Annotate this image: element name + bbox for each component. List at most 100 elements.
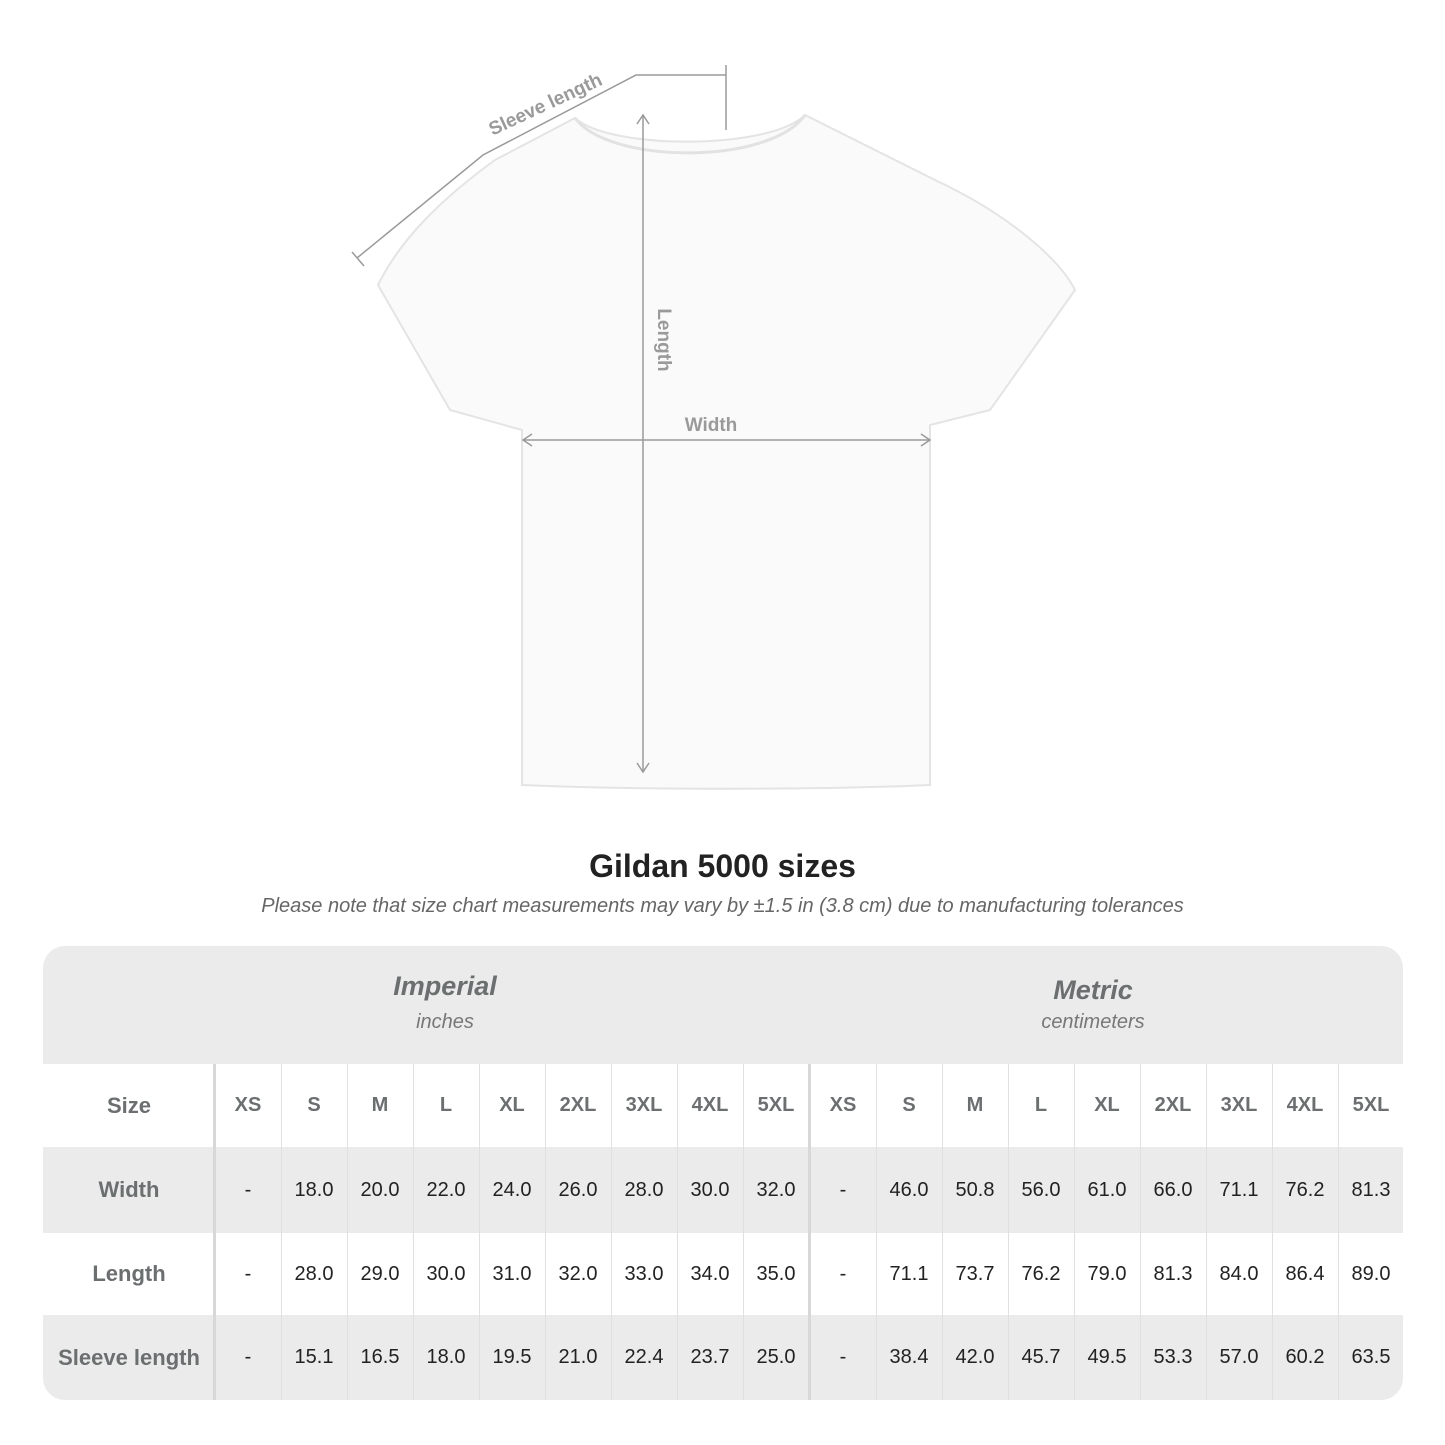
metric-value: 57.0: [1219, 1346, 1259, 1368]
size-header: Size: [106, 1092, 152, 1118]
sleeve-length-line: [356, 74, 726, 259]
column-divider: [281, 1064, 282, 1400]
imperial-value: 18.0: [426, 1346, 466, 1368]
imperial-title: Imperial: [393, 971, 497, 1001]
imperial-value: 32.0: [756, 1178, 796, 1201]
size-header-imperial: 5XL: [757, 1094, 795, 1116]
row-label: Length: [92, 1261, 166, 1286]
size-header-metric: XL: [1094, 1094, 1120, 1116]
size-header-imperial: 4XL: [691, 1094, 729, 1116]
metric-value: -: [839, 1178, 847, 1201]
tshirt-image: [376, 113, 1077, 790]
size-header-metric: 5XL: [1352, 1094, 1390, 1116]
size-header-metric: S: [902, 1094, 916, 1116]
metric-value: 73.7: [955, 1262, 995, 1285]
row-label: Sleeve length: [58, 1344, 200, 1370]
size-header-metric: 3XL: [1220, 1094, 1258, 1116]
imperial-value: 31.0: [492, 1262, 532, 1285]
metric-title: Metric: [1053, 975, 1133, 1005]
column-divider: [743, 1064, 744, 1400]
imperial-value: 21.0: [558, 1346, 598, 1368]
column-divider: [942, 1064, 943, 1400]
column-divider: [1074, 1064, 1075, 1400]
imperial-value: 18.0: [294, 1178, 334, 1201]
label-divider: [213, 1064, 216, 1400]
metric-value: 86.4: [1285, 1262, 1325, 1285]
imperial-value: 25.0: [756, 1346, 796, 1368]
imperial-value: 26.0: [558, 1178, 598, 1201]
size-header-imperial: M: [371, 1094, 389, 1116]
imperial-value: 15.1: [294, 1346, 334, 1368]
metric-value: 66.0: [1153, 1178, 1193, 1201]
imperial-value: 34.0: [690, 1262, 730, 1285]
metric-value: 81.3: [1153, 1262, 1193, 1285]
width-arrowhead-right: [920, 433, 932, 447]
size-header-metric: XS: [829, 1094, 857, 1116]
tolerance-note: Please note that size chart measurements…: [261, 895, 1184, 917]
metric-value: 42.0: [955, 1346, 995, 1368]
imperial-value: 16.5: [360, 1346, 400, 1368]
metric-value: 53.3: [1153, 1346, 1193, 1368]
column-divider: [479, 1064, 480, 1400]
imperial-value: 22.0: [426, 1178, 466, 1201]
imperial-value: 32.0: [558, 1262, 598, 1285]
metric-unit: centimeters: [1041, 1011, 1145, 1033]
metric-value: 71.1: [1219, 1178, 1259, 1201]
imperial-value: 35.0: [756, 1262, 796, 1285]
metric-value: 46.0: [889, 1178, 929, 1201]
size-header-imperial: 2XL: [559, 1094, 597, 1116]
size-header-imperial: S: [307, 1094, 321, 1116]
header-band: [43, 946, 1403, 1064]
size-header-metric: L: [1034, 1094, 1048, 1116]
imperial-value: -: [244, 1262, 252, 1285]
imperial-value: 28.0: [294, 1262, 334, 1285]
metric-value: 81.3: [1351, 1178, 1391, 1201]
metric-value: 38.4: [889, 1346, 929, 1368]
tshirt-diagram: Sleeve length Length Width: [351, 65, 1077, 790]
row-band-width: [43, 1147, 1403, 1233]
column-divider: [413, 1064, 414, 1400]
imperial-value: 24.0: [492, 1178, 532, 1201]
column-divider: [1272, 1064, 1273, 1400]
length-arrowhead-top: [636, 113, 650, 125]
column-divider: [1338, 1064, 1339, 1400]
column-divider: [876, 1064, 877, 1400]
size-header-metric: M: [966, 1094, 984, 1116]
column-divider: [1140, 1064, 1141, 1400]
metric-value: 71.1: [889, 1262, 929, 1285]
size-header-metric: 4XL: [1286, 1094, 1324, 1116]
metric-value: 79.0: [1087, 1262, 1127, 1285]
column-divider: [347, 1064, 348, 1400]
column-divider: [545, 1064, 546, 1400]
imperial-value: 22.4: [624, 1346, 664, 1368]
metric-value: 56.0: [1021, 1178, 1061, 1201]
imperial-value: 28.0: [624, 1178, 664, 1201]
column-divider: [1008, 1064, 1009, 1400]
metric-value: 84.0: [1219, 1262, 1259, 1285]
imperial-value: 29.0: [360, 1262, 400, 1285]
metric-value: 76.2: [1021, 1262, 1061, 1285]
width-arrowhead-left: [521, 433, 533, 447]
metric-value: -: [839, 1262, 847, 1285]
metric-value: 60.2: [1285, 1346, 1325, 1368]
metric-value: 89.0: [1351, 1262, 1391, 1285]
imperial-value: 23.7: [690, 1346, 730, 1368]
metric-value: 49.5: [1087, 1346, 1127, 1368]
system-divider: [808, 1064, 811, 1400]
metric-value: -: [839, 1346, 847, 1368]
size-header-imperial: 3XL: [625, 1094, 663, 1116]
size-header-imperial: L: [439, 1094, 453, 1116]
column-divider: [677, 1064, 678, 1400]
sleeve-length-tick-start: [351, 251, 365, 267]
size-table: Imperial inches Metric centimeters Size …: [43, 946, 1403, 1400]
imperial-value: -: [244, 1346, 252, 1368]
column-divider: [611, 1064, 612, 1400]
size-header-imperial: XL: [499, 1094, 525, 1116]
width-label: Width: [685, 415, 738, 436]
row-band-sleeve: [43, 1315, 1403, 1400]
column-divider: [1206, 1064, 1207, 1400]
collar: [573, 114, 807, 155]
metric-value: 63.5: [1351, 1346, 1391, 1368]
imperial-value: 19.5: [492, 1346, 532, 1368]
imperial-value: 20.0: [360, 1178, 400, 1201]
